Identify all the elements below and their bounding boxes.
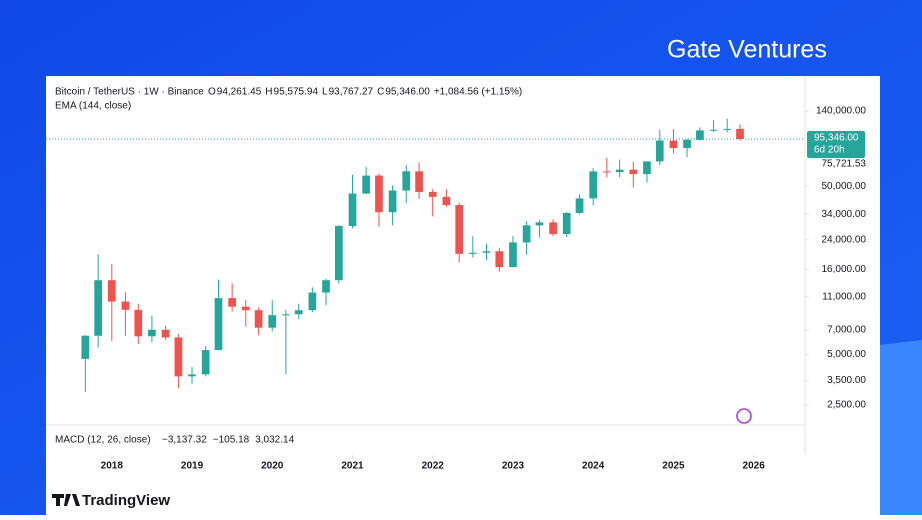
x-tick-label: 2022 (422, 461, 445, 472)
candle-body (241, 306, 250, 311)
candle-body (174, 337, 183, 377)
candle-body (254, 310, 263, 328)
last-price-box (807, 131, 865, 159)
y-tick-label: 34,000.00 (822, 209, 867, 220)
macd-value: −105.18 (213, 435, 250, 446)
candle-body (669, 140, 678, 149)
candle-body (148, 329, 156, 337)
ohlc-key: H (265, 87, 272, 98)
y-tick-label: 3,500.00 (827, 375, 866, 386)
candle-body (214, 298, 223, 351)
macd-title: MACD (12, 26, close) (55, 435, 151, 446)
candle-body (683, 139, 691, 149)
candle-body (549, 222, 557, 235)
ohlc-value: 95,346.00 (385, 87, 430, 98)
decor (880, 340, 922, 515)
ohlc-value: 95,575.94 (274, 87, 319, 98)
candle-body (709, 129, 718, 131)
candle-body (362, 175, 370, 194)
candle-body (468, 252, 477, 254)
chart-panel (46, 76, 880, 515)
candle-body (482, 251, 491, 253)
countdown: 6d 20h (814, 145, 845, 156)
header: Bitcoin / TetherUS · 1W · Binance EMA (1… (55, 87, 204, 446)
candle-body (615, 169, 624, 173)
x-tick-label: 2020 (261, 461, 284, 472)
x-tick-label: 2026 (743, 461, 766, 472)
x-tick-label: 2019 (181, 461, 204, 472)
candle-body (402, 171, 411, 191)
macd-value: −3,137.32 (162, 435, 207, 446)
brand: Gate Ventures (667, 36, 827, 64)
candle-body (655, 140, 664, 162)
candle-body (322, 280, 330, 293)
candle-body (535, 222, 544, 226)
y-tick-label: 11,000.00 (822, 291, 866, 302)
candle-body (562, 212, 571, 235)
candle-body (736, 128, 744, 140)
indicator: EMA (144, close) (55, 101, 131, 112)
candle-body (188, 374, 196, 377)
tv-logo: TradingView (82, 492, 170, 509)
y-tick-label: 5,000.00 (827, 349, 866, 360)
candle-body (201, 350, 210, 375)
x-tick-label: 2025 (662, 461, 685, 472)
candle-body (121, 301, 130, 310)
y-tick-label: 2,500.00 (827, 400, 866, 411)
candle-body (107, 280, 116, 302)
y-tick-label: 140,000.00 (816, 106, 866, 117)
symbol: Bitcoin / TetherUS · 1W · Binance (55, 87, 204, 98)
y-tick-label: 50,000.00 (822, 181, 867, 192)
candle-body (428, 191, 437, 197)
lightning-icon[interactable] (736, 408, 752, 424)
candle-body (308, 292, 317, 311)
candle-body (629, 169, 638, 175)
candle-body (522, 225, 531, 243)
ema-value-label: 75,721.53 (822, 159, 867, 170)
candle-body (495, 251, 504, 268)
candle-body (94, 280, 103, 336)
candle-body (643, 161, 651, 175)
y-tick-label: 7,000.00 (827, 324, 866, 335)
x-tick-label: 2023 (502, 461, 525, 472)
candle-body (268, 315, 277, 328)
candle-body (723, 128, 732, 130)
x-tick-label: 2024 (582, 461, 605, 472)
candle-body (696, 130, 704, 140)
candle-body (575, 198, 584, 213)
tv-logo-mark (52, 494, 80, 506)
x-tick-label: 2021 (341, 461, 364, 472)
candle-body (282, 314, 290, 316)
candle-body (375, 175, 383, 213)
ohlc-key: O (208, 87, 216, 98)
macd-value: 3,032.14 (255, 435, 294, 446)
candle-body (415, 171, 423, 192)
y-tick-label: 24,000.00 (822, 234, 867, 245)
candle-body (602, 171, 611, 173)
candle-body (228, 298, 236, 307)
ohlc-key: C (377, 87, 384, 98)
candle-body (294, 310, 303, 315)
candle-body (81, 335, 90, 359)
candle-body (589, 171, 598, 199)
candle-body (161, 329, 170, 338)
ohlc-value: 94,261.45 (217, 87, 262, 98)
y-tick-label: 16,000.00 (822, 264, 867, 275)
candle-body (388, 190, 397, 213)
candle-body (509, 242, 517, 268)
change: +1,084.56 (+1.15%) (434, 87, 522, 98)
ohlc-value: 93,767.27 (329, 87, 374, 98)
last-price-label: 95,346.00 (814, 133, 859, 144)
candle-body (134, 309, 143, 337)
candle-body (442, 196, 451, 206)
x-tick-label: 2018 (101, 461, 124, 472)
candle-body (334, 225, 343, 281)
ohlc-key: L (322, 87, 328, 98)
candle-body (348, 193, 357, 226)
candle-body (455, 205, 464, 254)
